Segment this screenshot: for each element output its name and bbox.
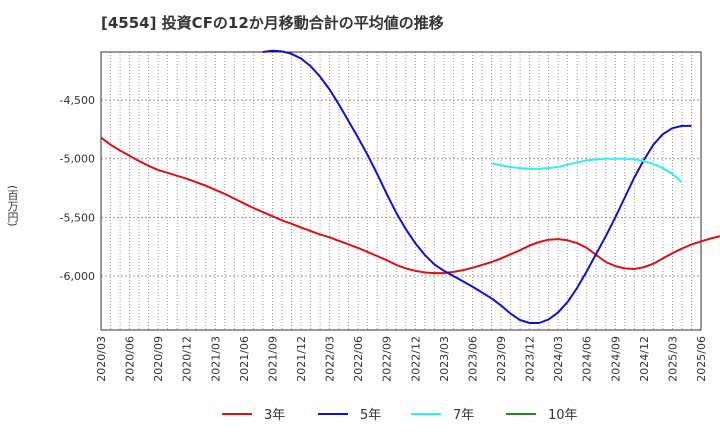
x-tick-label: 2023/12 (524, 336, 537, 382)
x-tick-label: 2021/09 (266, 336, 279, 382)
chart-title: [4554] 投資CFの12か月移動合計の平均値の推移 (101, 14, 444, 32)
series-line-7年 (491, 157, 683, 183)
legend-label: 5年 (360, 408, 381, 423)
x-tick-label: 2024/12 (638, 336, 651, 382)
x-tick-labels: 2020/03 2020/06 2020/09 2020/12 2021/03 2021/… (95, 336, 708, 382)
x-tick-label: 2022/06 (352, 336, 365, 382)
grid-lines (100, 52, 702, 330)
y-tick-label: -5,000 (60, 153, 95, 166)
legend-label: 7年 (453, 408, 474, 423)
x-tick-label: 2025/06 (695, 336, 708, 382)
y-tick-label: -5,500 (60, 211, 95, 224)
x-tick-label: 2022/12 (409, 336, 422, 382)
x-tick-label: 2020/06 (124, 336, 137, 382)
legend-label: 10年 (548, 408, 578, 423)
x-tick-label: 2020/03 (95, 336, 108, 382)
legend: 3年 5年 7年 10年 (222, 408, 578, 423)
x-tick-label: 2024/06 (581, 336, 594, 382)
x-tick-label: 2024/09 (609, 336, 622, 382)
legend-label: 3年 (264, 408, 285, 423)
series-line-5年 (262, 49, 692, 324)
x-tick-label: 2024/03 (552, 336, 565, 382)
x-tick-label: 2023/09 (495, 336, 508, 382)
x-tick-label: 2022/03 (324, 336, 337, 382)
x-tick-label: 2021/12 (295, 336, 308, 382)
x-tick-label: 2021/03 (209, 336, 222, 382)
y-tick-labels: -4,500 -5,000 -5,500 -6,000 (60, 94, 95, 283)
x-tick-label: 2025/03 (666, 336, 679, 382)
x-tick-label: 2020/09 (152, 336, 165, 382)
y-tick-label: -4,500 (60, 94, 95, 107)
x-tick-label: 2021/06 (238, 336, 251, 382)
plot-frame (100, 51, 702, 331)
y-tick-label: -6,000 (60, 270, 95, 283)
x-tick-label: 2023/06 (466, 336, 479, 382)
x-tick-label: 2022/09 (381, 336, 394, 382)
x-tick-label: 2020/12 (181, 336, 194, 382)
series-lines (100, 49, 720, 324)
y-axis-label: (百万円) (6, 185, 19, 227)
x-tick-label: 2023/03 (438, 336, 451, 382)
axes (100, 51, 702, 331)
